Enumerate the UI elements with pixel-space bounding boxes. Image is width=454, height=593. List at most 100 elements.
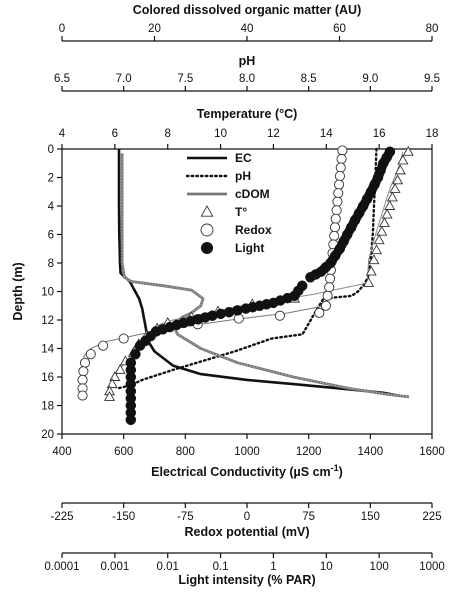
circle-marker [322,290,333,301]
circle-marker [78,366,89,377]
tick-label: 14 [320,128,333,140]
tick-label: 60 [333,23,346,35]
series-cDOM [120,153,410,399]
dot-marker [125,414,137,426]
tick-label: 8.0 [239,73,255,85]
tick-label: 400 [52,446,71,458]
tick-label: 20 [41,429,54,441]
tick-label: -225 [50,511,73,523]
triangle-marker [106,378,118,389]
tick-label: 40 [241,23,254,35]
tick-label: 8 [165,128,171,140]
tick-label: 0 [48,144,54,156]
axis-temp: 4 6 8 10 12 14 16 18 Temperature (°C) [59,107,439,150]
triangle-marker [365,265,377,276]
triangle-marker [368,254,380,265]
tick-label: 20 [148,23,161,35]
triangle-marker [373,234,385,245]
axis-ph: 6.5 7.0 7.5 8.0 8.5 9.0 9.5 pH [54,54,440,92]
tick-label: 14 [41,344,54,356]
circle-marker [324,282,335,293]
triangle-marker [389,182,401,193]
tick-label: 1 [270,561,276,573]
tick-label: 225 [422,511,441,523]
dot-marker [134,340,146,351]
tick-label: 2 [48,173,54,185]
axis-light: 0.0001 0.001 0.01 0.1 1 10 100 1000 Light intens… [44,552,445,587]
series-EC [117,149,399,397]
triangle-marker [378,217,390,228]
tick-label: -75 [177,511,194,523]
tick-label: 80 [426,23,439,35]
series-line [116,147,378,390]
series-line-texture [121,153,409,398]
legend-label: Redox [235,223,272,237]
circle-marker [79,357,91,368]
tick-label: 10 [320,561,333,573]
tick-label: 8 [48,258,54,270]
triangle-marker [109,371,121,381]
axis-ec: 400 600 800 1000 1200 1400 1600 Electrical Cond… [52,433,445,479]
legend-item-pH: pH [185,169,251,183]
series-pH [116,147,378,390]
circle-marker [274,310,285,321]
circle-marker [77,374,88,385]
circle-marker [336,153,347,165]
tick-label: 6 [112,128,118,140]
triangle-marker [363,277,375,287]
tick-label: 150 [361,511,380,523]
axis-redox-title: Redox potential (mV) [184,525,309,539]
axis-redox: -225 -150 -75 0 75 150 225 Redox potential (mV) [50,502,442,539]
tick-label: 12 [41,315,54,327]
axis-ec-title: Electrical Conductivity (µS cm-1) [151,463,343,479]
triangle-marker [392,174,404,185]
legend-item-Redox: Redox [200,223,272,237]
tick-label: 1600 [419,446,445,458]
tick-label: 7.5 [177,73,193,85]
tick-label: 1400 [358,446,384,458]
circle-marker [333,188,344,199]
tick-label: 4 [48,201,55,213]
triangle-marker [104,391,116,401]
circle-marker [335,162,346,173]
circle-marker [85,349,96,360]
series-T° [104,145,414,401]
axis-depth: 0 2 4 6 8 10 12 14 16 18 20 Depth (m) [11,144,63,441]
triangle-marker [397,154,409,165]
tick-label: 0 [244,511,250,523]
tick-label: 6 [48,230,54,242]
tick-label: 0.0001 [44,561,79,573]
tick-label: 18 [426,128,439,140]
series-Light [125,146,396,426]
legend-item-cDOM: cDOM [187,187,270,201]
dot-marker [130,348,141,360]
tick-label: 0.001 [100,561,129,573]
legend-item-Light: Light [201,241,264,255]
tick-label: 800 [176,446,195,458]
tick-label: 1000 [419,561,445,573]
tick-label: 0.1 [213,561,229,573]
triangle-marker [370,244,383,255]
chart-series [77,145,414,426]
tick-label: 7.0 [116,73,132,85]
legend-item-T°: T° [200,205,247,219]
triangle-marker [394,164,406,175]
triangle-marker [384,200,396,210]
circle-marker [331,205,342,216]
legend-label: pH [235,169,251,183]
tick-label: 4 [59,128,66,140]
tick-label: 10 [41,287,54,299]
legend-swatch [200,223,214,237]
legend-label: cDOM [235,187,270,201]
circle-marker [320,300,331,311]
axis-temp-title: Temperature (°C) [197,107,298,121]
triangle-marker [402,145,414,156]
circle-marker [98,340,109,351]
circle-marker [329,230,340,241]
circle-marker [330,213,341,224]
tick-label: 18 [41,401,54,413]
axis-ph-title: pH [239,54,256,68]
circle-marker [337,145,348,156]
tick-label: 100 [370,561,389,573]
